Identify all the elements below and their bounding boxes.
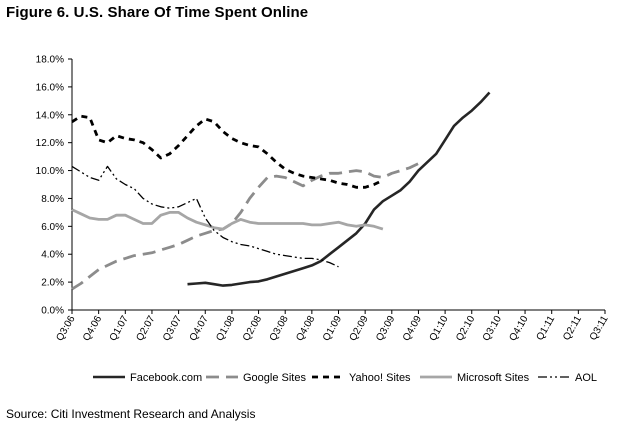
x-tick-label: Q4:10 — [507, 314, 530, 343]
y-tick-label: 10.0% — [36, 166, 64, 177]
x-tick-label: Q3:11 — [588, 314, 611, 343]
legend-label-yahoo-sites: Yahoo! Sites — [349, 372, 411, 384]
x-tick-label: Q1:10 — [428, 314, 451, 343]
x-tick-label: Q2:11 — [561, 314, 584, 343]
x-tick-label: Q4:06 — [81, 314, 104, 343]
x-tick-label: Q2:09 — [348, 314, 371, 343]
source-note: Source: Citi Investment Research and Ana… — [6, 407, 256, 421]
y-tick-label: 14.0% — [36, 110, 64, 121]
series-line-aol — [71, 165, 339, 268]
x-tick-label: Q3:09 — [374, 314, 397, 343]
line-chart: 0.0% 2.0% 4.0% 6.0% 8.0% 10.0% 12.0% 14.0% 16.0%… — [36, 55, 611, 385]
y-tick-label: 18.0% — [36, 55, 64, 66]
y-tick-label: 4.0% — [41, 250, 64, 261]
x-tick-label: Q1:08 — [214, 314, 237, 343]
series-line-google-sites — [71, 162, 420, 291]
legend-label-google-sites: Google Sites — [243, 372, 306, 384]
x-tick-label: Q2:08 — [241, 314, 264, 343]
series-line-yahoo-sites — [71, 114, 384, 189]
x-tick-label: Q4:07 — [188, 314, 211, 343]
y-tick-label: 12.0% — [36, 138, 64, 149]
x-tick-label: Q4:08 — [294, 314, 317, 343]
legend-label-aol: AOL — [575, 372, 597, 384]
series-line-facebook-com — [187, 91, 491, 287]
x-tick-label: Q1:09 — [321, 314, 344, 343]
y-tick-label: 16.0% — [36, 82, 64, 93]
x-tick-label: Q4:09 — [401, 314, 424, 343]
x-tick-label: Q2:10 — [454, 314, 477, 343]
x-tick-label: Q1:11 — [535, 314, 558, 343]
x-tick-label: Q3:07 — [161, 314, 184, 343]
y-tick-label: 6.0% — [41, 222, 64, 233]
x-tick-label: Q2:07 — [134, 314, 157, 343]
y-tick-label: 2.0% — [41, 278, 64, 289]
x-tick-label: Q3:10 — [481, 314, 504, 343]
series-line-microsoft-sites — [71, 208, 384, 231]
x-tick-label: Q1:07 — [108, 314, 131, 343]
x-tick-label: Q3:06 — [54, 314, 77, 343]
legend-label-microsoft-sites: Microsoft Sites — [457, 372, 530, 384]
legend-label-facebook-com: Facebook.com — [130, 372, 202, 384]
y-tick-label: 0.0% — [41, 306, 64, 317]
figure-title: Figure 6. U.S. Share Of Time Spent Onlin… — [6, 4, 309, 21]
y-tick-label: 8.0% — [41, 194, 64, 205]
x-tick-label: Q3:08 — [268, 314, 291, 343]
